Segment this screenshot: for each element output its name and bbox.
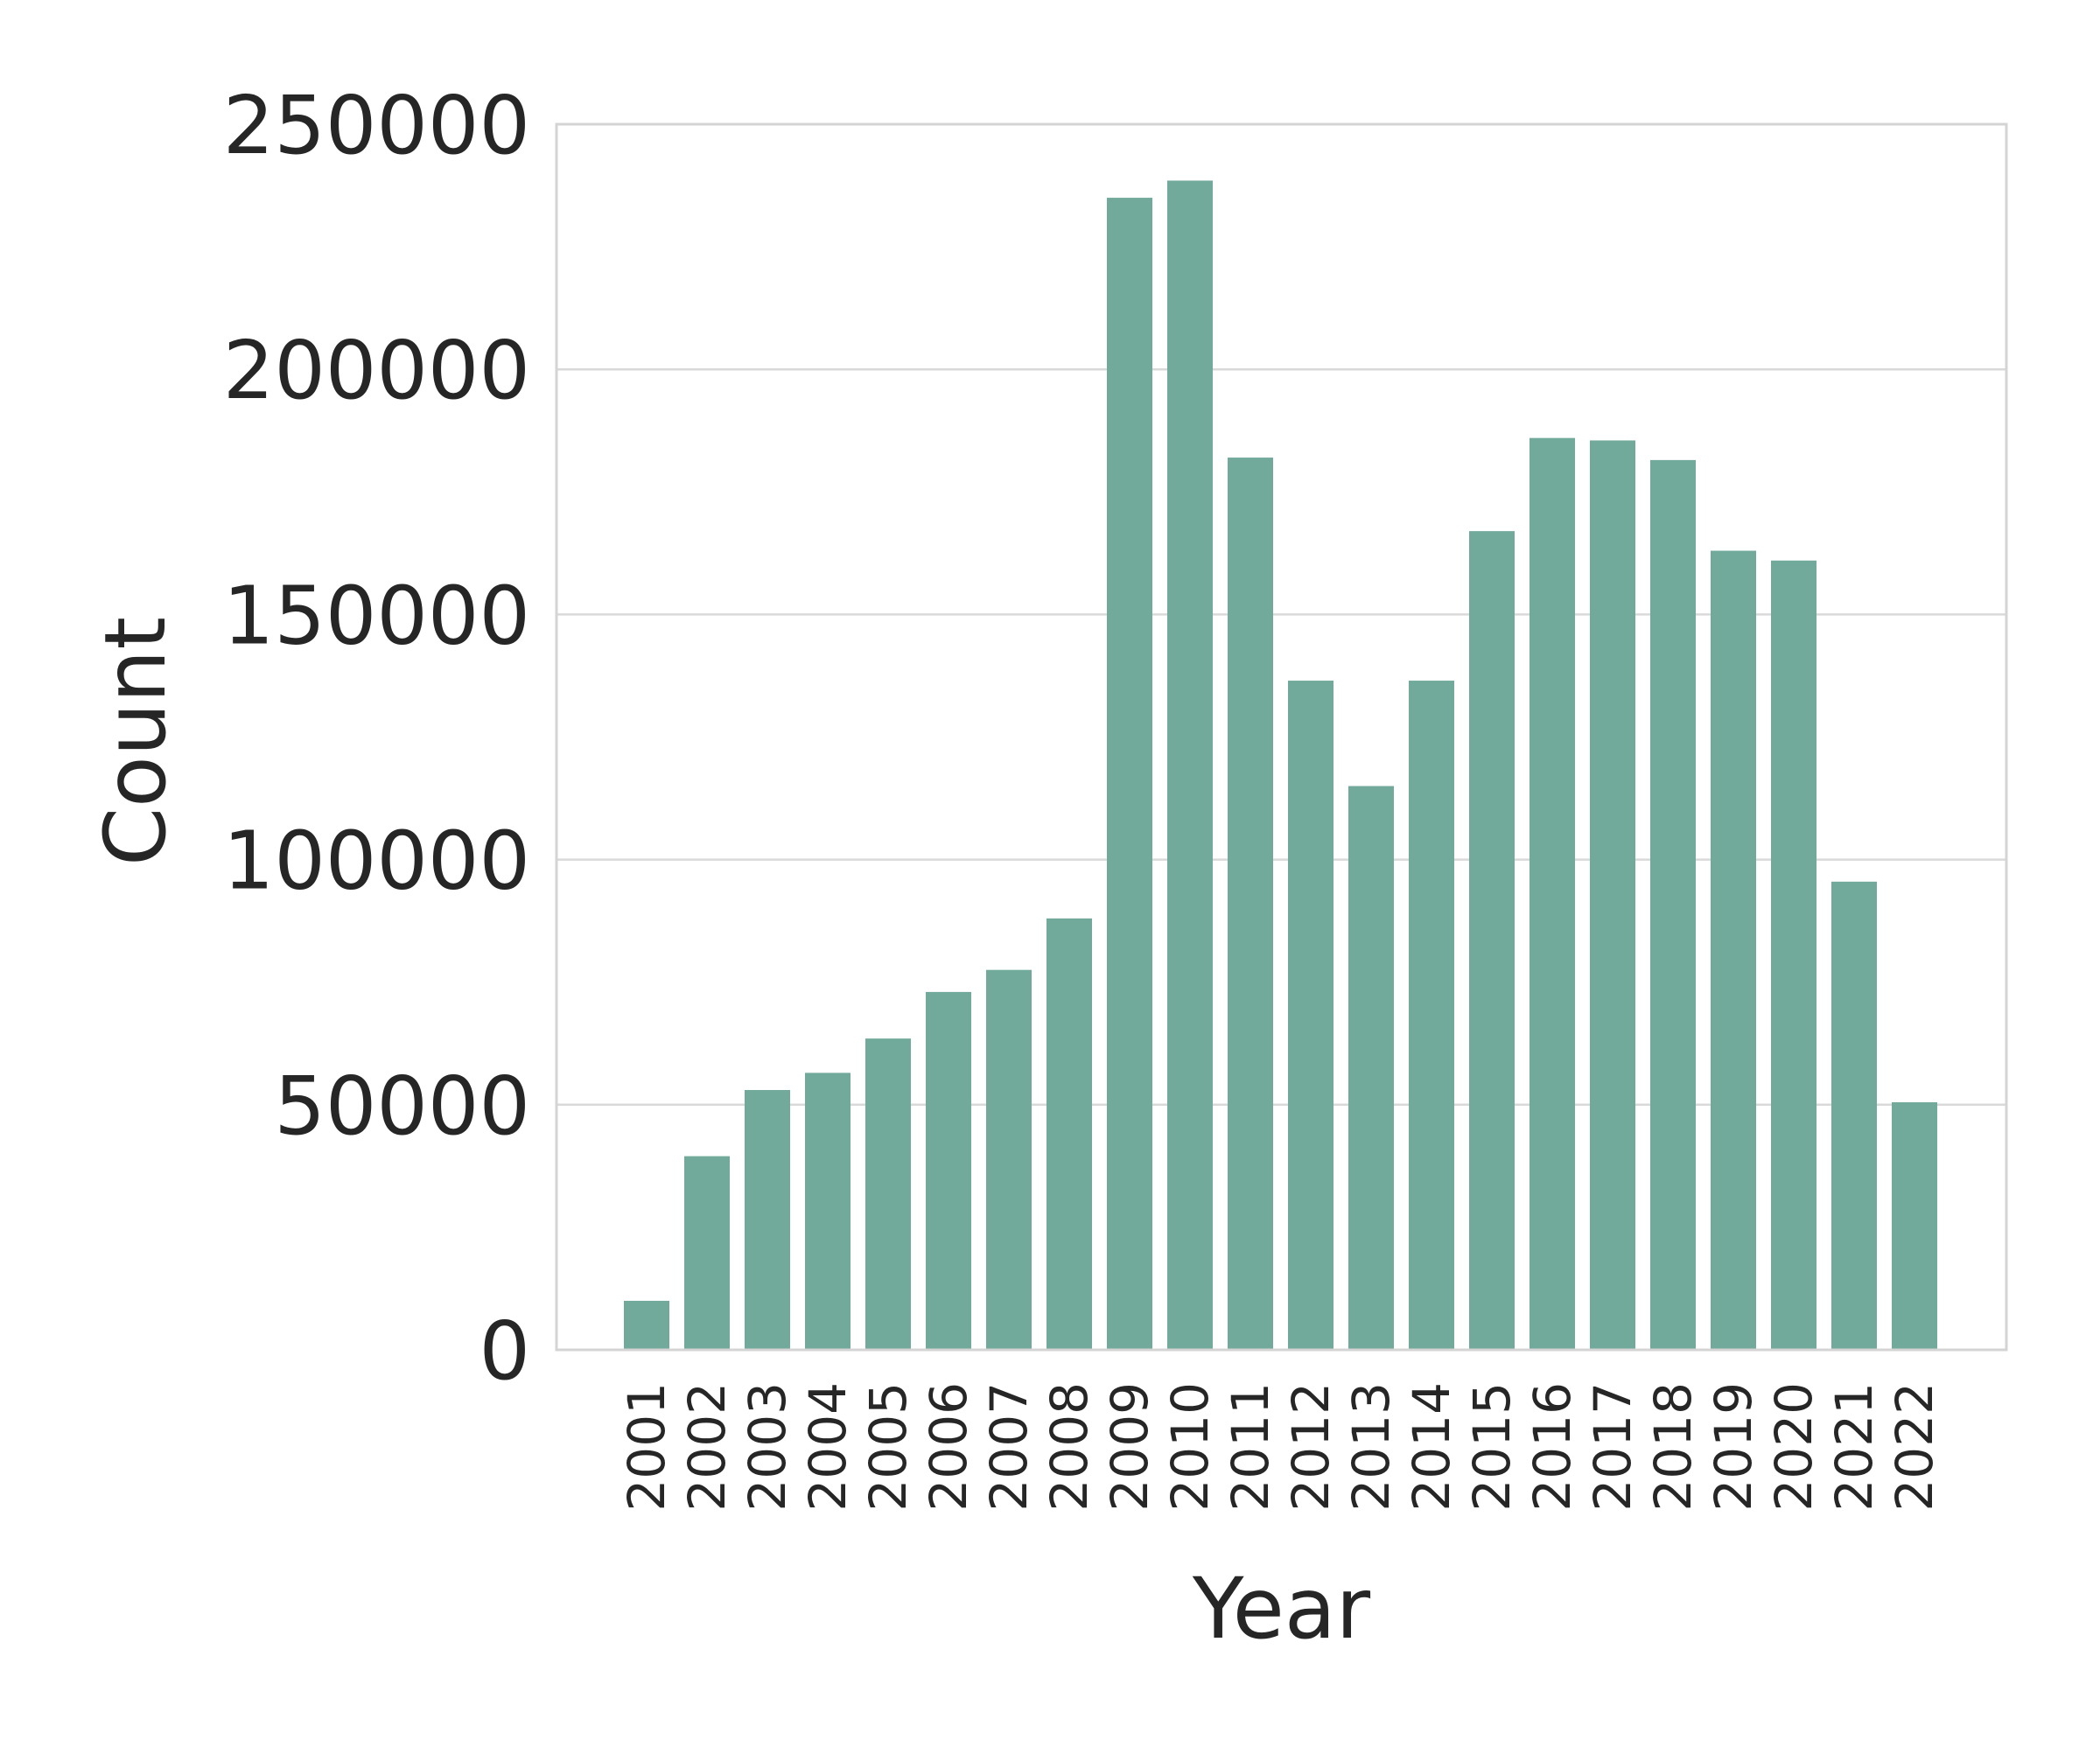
x-tick-label: 2001 bbox=[617, 1382, 676, 1512]
x-tick-label: 2007 bbox=[979, 1382, 1039, 1512]
x-tick-label: 2010 bbox=[1160, 1382, 1220, 1512]
x-tick-label: 2015 bbox=[1462, 1382, 1522, 1512]
y-tick-labels: 0 50000 100000 150000 200000 250000 bbox=[223, 79, 530, 1398]
y-tick-label: 50000 bbox=[274, 1059, 530, 1153]
bar-2003 bbox=[745, 1089, 790, 1350]
bar-2008 bbox=[1046, 918, 1092, 1350]
x-tick-label: 2008 bbox=[1040, 1382, 1099, 1512]
bar-2001 bbox=[624, 1300, 669, 1350]
y-tick-label: 0 bbox=[479, 1304, 530, 1398]
bar-2019 bbox=[1711, 550, 1756, 1350]
bar-2021 bbox=[1831, 881, 1877, 1350]
bar-2016 bbox=[1530, 437, 1575, 1350]
x-tick-label: 2011 bbox=[1221, 1382, 1280, 1512]
y-tick-label: 100000 bbox=[223, 814, 530, 908]
x-tick-label: 2021 bbox=[1824, 1382, 1884, 1512]
x-tick-label: 2013 bbox=[1341, 1382, 1401, 1512]
x-tick-label: 2002 bbox=[677, 1382, 737, 1512]
bar-2004 bbox=[805, 1073, 850, 1350]
y-tick-label: 250000 bbox=[223, 79, 530, 172]
bar-2005 bbox=[865, 1038, 911, 1350]
x-tick-label: 2018 bbox=[1643, 1382, 1703, 1512]
x-axis-title: Year bbox=[1192, 1560, 1371, 1658]
bar-2013 bbox=[1348, 786, 1394, 1350]
bar-2018 bbox=[1650, 459, 1696, 1350]
x-tick-label: 2009 bbox=[1100, 1382, 1159, 1512]
x-tick-label: 2014 bbox=[1402, 1382, 1461, 1512]
bar-2007 bbox=[986, 969, 1032, 1350]
x-tick-label: 2022 bbox=[1885, 1382, 1944, 1512]
x-tick-label: 2019 bbox=[1704, 1382, 1763, 1512]
bar-2012 bbox=[1288, 681, 1334, 1350]
bar-2010 bbox=[1167, 180, 1213, 1350]
x-tick-label: 2020 bbox=[1764, 1382, 1824, 1512]
x-tick-label: 2005 bbox=[858, 1382, 918, 1512]
x-tick-label: 2017 bbox=[1583, 1382, 1642, 1512]
bar-2014 bbox=[1409, 681, 1454, 1350]
bar-2015 bbox=[1469, 531, 1515, 1350]
y-tick-label: 150000 bbox=[223, 569, 530, 662]
x-tick-label: 2012 bbox=[1281, 1382, 1340, 1512]
bar-2017 bbox=[1590, 440, 1635, 1350]
x-tick-label: 2003 bbox=[738, 1382, 797, 1512]
plot-frame bbox=[555, 122, 2008, 1352]
bar-2002 bbox=[684, 1156, 730, 1350]
bar-2009 bbox=[1107, 198, 1152, 1350]
x-tick-labels: 2001 2002 2003 2004 2005 2006 2007 2008 2009 2010… bbox=[617, 1382, 1944, 1512]
y-axis-title: Count bbox=[87, 617, 185, 866]
bars bbox=[624, 180, 1937, 1350]
x-tick-label: 2016 bbox=[1522, 1382, 1582, 1512]
x-tick-label: 2006 bbox=[919, 1382, 978, 1512]
bar-2011 bbox=[1228, 458, 1273, 1350]
bar-2020 bbox=[1771, 560, 1816, 1350]
y-tick-label: 200000 bbox=[223, 324, 530, 417]
bar-2022 bbox=[1892, 1101, 1937, 1350]
x-tick-label: 2004 bbox=[798, 1382, 858, 1512]
bar-2006 bbox=[926, 991, 971, 1350]
